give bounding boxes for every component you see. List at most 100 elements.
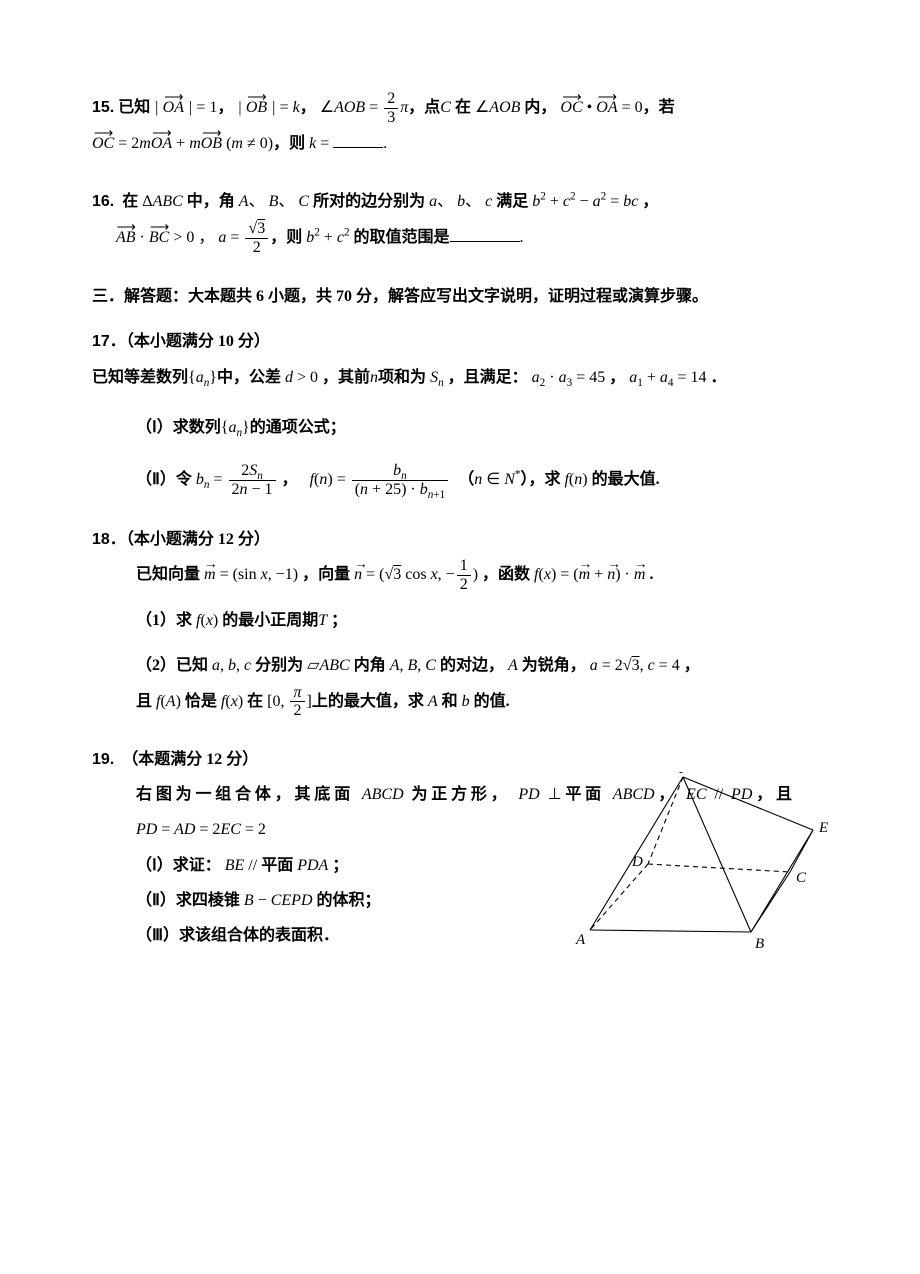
math: = k: [280, 99, 300, 116]
math: Sn: [430, 369, 444, 386]
text: 的取值范围是: [354, 229, 450, 246]
text: 恰是: [185, 693, 217, 710]
math: B: [269, 193, 279, 210]
svg-text:D: D: [631, 854, 643, 870]
points: （本小题满分 12 分）: [126, 531, 270, 548]
section-3-title: 三．解答题：大本题共 6 小题，共 70 分，解答应写出文字说明，证明过程或演算…: [92, 279, 828, 314]
fraction: π2: [290, 684, 304, 720]
math: ⊥: [548, 786, 562, 803]
problem-19-part2: （Ⅱ）求四棱锥 B − CEPD 的体积；: [92, 883, 572, 918]
problem-16-line2: AB · BC > 0 ， a = 32，则 b2 + c2 的取值范围是.: [92, 219, 828, 257]
text: 已知向量: [136, 566, 200, 583]
points: （本题满分 12 分）: [122, 751, 258, 768]
text: 内角: [354, 657, 386, 674]
problem-18-header: 18．（本小题满分 12 分）: [92, 522, 828, 557]
text: 为锐角，: [522, 657, 586, 674]
text: ．: [710, 369, 726, 386]
label: （1）: [136, 612, 176, 629]
math: f(n): [564, 471, 587, 488]
points: （本小题满分 10 分）: [126, 333, 270, 350]
text: ，: [198, 229, 214, 246]
fraction: 23: [384, 90, 398, 126]
text: 所对的边分别为: [313, 193, 425, 210]
math: b: [462, 693, 470, 710]
text: 已知: [176, 657, 208, 674]
math: | OA |: [154, 99, 192, 116]
text: ），求: [520, 471, 560, 488]
label: （Ⅲ）: [136, 927, 179, 944]
math: a1 + a4 = 14: [629, 369, 706, 386]
text: 、: [437, 193, 453, 210]
problem-19-subparts: （Ⅰ）求证： BE // 平面 PDA ； （Ⅱ）求四棱锥 B − CEPD 的…: [92, 848, 572, 954]
math: A: [239, 193, 249, 210]
label: （Ⅰ）: [136, 857, 173, 874]
text: .: [520, 229, 524, 246]
text: 中，角: [187, 193, 235, 210]
geometry-figure: PEDCAB: [568, 772, 848, 952]
math: a: [429, 193, 437, 210]
problem-17: 17．（本小题满分 10 分） 已知等差数列{an}中，公差 d > 0 ，其前…: [92, 324, 828, 499]
math: a =: [218, 229, 239, 246]
text: 的体积；: [317, 892, 381, 909]
text: 求四棱锥: [176, 892, 240, 909]
math: ▱ABC: [307, 657, 350, 674]
svg-text:B: B: [755, 936, 764, 952]
problem-18-stem: 已知向量 m = (sin x, −1) ，向量 n = (3 cos x, −…: [92, 557, 828, 593]
text: 已知等差数列: [92, 369, 188, 386]
text: ，: [300, 99, 316, 116]
text: 分别为: [255, 657, 303, 674]
math: d > 0: [285, 369, 318, 386]
math: ∠AOB: [475, 99, 520, 116]
math: = 1: [196, 99, 217, 116]
math: b2 + c2 − a2 = bc: [532, 193, 638, 210]
math: n = (3 cos x, −: [354, 566, 455, 583]
problem-number: 15.: [92, 99, 114, 116]
math: f(n) =: [310, 471, 346, 488]
fraction: 32: [245, 220, 268, 256]
text: 且: [136, 693, 152, 710]
text: 在: [122, 193, 138, 210]
math: B − CEPD: [244, 892, 313, 909]
math: PD: [518, 786, 539, 803]
problem-18: 18．（本小题满分 12 分） 已知向量 m = (sin x, −1) ，向量…: [92, 522, 828, 720]
text: 的最大值.: [592, 471, 660, 488]
math: bn =: [196, 471, 223, 488]
math: f(x) = (m + n) · m: [534, 566, 645, 583]
text: 在: [247, 693, 263, 710]
problem-number: 19.: [92, 751, 114, 768]
math: m = (sin x, −1): [204, 566, 298, 583]
problem-18-part1: （1）求 f(x) 的最小正周期T ；: [92, 603, 828, 638]
math: PD = AD = 2EC = 2: [136, 821, 266, 838]
text: 在: [455, 99, 471, 116]
math: OC = 2mOA + mOB (m ≠ 0): [92, 135, 273, 152]
text: ；: [331, 612, 347, 629]
math: a = 23, c = 4: [590, 657, 680, 674]
text: .: [649, 566, 653, 583]
math: {an}: [188, 369, 217, 386]
text: ，: [217, 99, 233, 116]
text: 和: [442, 693, 458, 710]
math: A, B, C: [390, 657, 436, 674]
math: T: [318, 612, 327, 629]
text: 项和为: [378, 369, 426, 386]
math: [0,: [267, 693, 288, 710]
math: BE: [225, 857, 245, 874]
text: 的最小正周期: [222, 612, 318, 629]
text: ，: [642, 193, 658, 210]
text: ，点: [408, 99, 440, 116]
text: 求证：: [173, 857, 221, 874]
text: ，: [282, 471, 298, 488]
problem-19: 19. （本题满分 12 分） 右图为一组合体，其底面 ABCD 为正方形， P…: [92, 742, 828, 953]
text: ，则: [270, 229, 302, 246]
math: a2 · a3 = 45: [532, 369, 606, 386]
text: ，且满足：: [448, 369, 528, 386]
math: | OB |: [237, 99, 275, 116]
problem-number: 18．: [92, 531, 126, 548]
math: A: [508, 657, 518, 674]
math: b2 + c2: [306, 229, 349, 246]
math: n ∈ N*: [474, 471, 520, 488]
text: ，若: [643, 99, 675, 116]
math: C: [298, 193, 309, 210]
problem-15: 15. 已知 | OA | = 1， | OB | = k， ∠AOB = 23…: [92, 90, 828, 162]
problem-19-part3: （Ⅲ）求该组合体的表面积．: [92, 918, 572, 953]
